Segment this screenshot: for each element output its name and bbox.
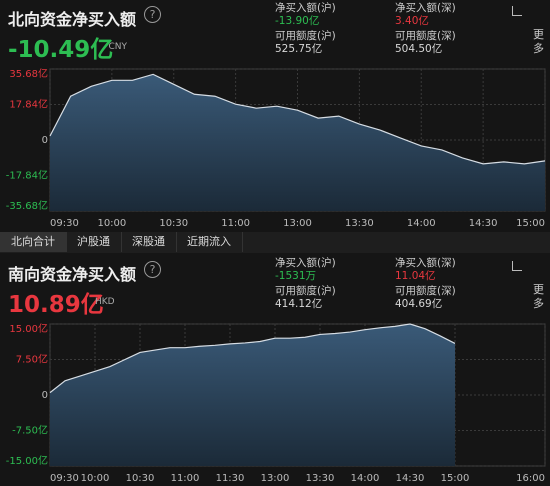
x-tick-label: 10:00 bbox=[81, 473, 110, 484]
panel-header: 北向资金净买入额? -10.49亿 CNY 净买入额(沪) -13.90亿 净买入额(深)… bbox=[0, 0, 550, 63]
net-value: 10.89亿 bbox=[8, 292, 104, 318]
x-tick-label: 15:00 bbox=[516, 218, 545, 229]
x-tick-label: 14:30 bbox=[396, 473, 425, 484]
panel-header: 南向资金净买入额? 10.89亿 HKD 净买入额(沪) -1531万 净买入额(深) 11… bbox=[0, 255, 550, 318]
y-tick-label: 0 bbox=[42, 135, 48, 146]
more-button[interactable]: 更多 bbox=[533, 283, 544, 310]
y-tick-label: -7.50亿 bbox=[12, 424, 48, 437]
x-tick-label: 16:00 bbox=[516, 473, 545, 484]
stat-value: 404.69亿 bbox=[395, 298, 443, 310]
stat-label: 可用额度(沪) bbox=[275, 30, 336, 42]
tab[interactable]: 深股通 bbox=[121, 232, 177, 252]
stat-value: 11.04亿 bbox=[395, 270, 436, 282]
x-tick-label: 10:00 bbox=[97, 218, 126, 229]
stat-label: 可用额度(深) bbox=[395, 285, 456, 297]
x-tick-label: 11:30 bbox=[216, 473, 245, 484]
stat-label: 可用额度(沪) bbox=[275, 285, 336, 297]
stat-label: 净买入额(深) bbox=[395, 2, 456, 14]
x-tick-label: 14:00 bbox=[351, 473, 380, 484]
stat-value: 504.50亿 bbox=[395, 43, 443, 55]
more-button[interactable]: 更多 bbox=[533, 28, 544, 55]
tab-bar: 北向合计 沪股通 深股通 近期流入 bbox=[0, 232, 550, 253]
area bbox=[50, 324, 455, 466]
y-tick-label: -35.68亿 bbox=[6, 199, 48, 212]
tab[interactable]: 北向合计 bbox=[0, 232, 67, 252]
x-tick-label: 14:30 bbox=[469, 218, 498, 229]
tab[interactable]: 近期流入 bbox=[176, 232, 243, 252]
line bbox=[49, 73, 546, 165]
stat-value: 525.75亿 bbox=[275, 43, 323, 55]
stat-value: 3.40亿 bbox=[395, 15, 429, 27]
stat-value: 414.12亿 bbox=[275, 298, 323, 310]
collapse-icon[interactable] bbox=[512, 261, 522, 271]
line bbox=[49, 323, 456, 394]
info-icon: ? bbox=[144, 6, 161, 23]
stat-label: 净买入额(沪) bbox=[275, 2, 336, 14]
x-tick-label: 10:30 bbox=[126, 473, 155, 484]
y-tick-label: 0 bbox=[42, 390, 48, 401]
area bbox=[50, 74, 545, 211]
y-tick-label: -17.84亿 bbox=[6, 169, 48, 182]
x-tick-label: 09:30 bbox=[50, 218, 79, 229]
x-tick-label: 10:30 bbox=[159, 218, 188, 229]
stat-label: 净买入额(深) bbox=[395, 257, 456, 269]
currency: HKD bbox=[95, 297, 115, 307]
x-tick-label: 09:30 bbox=[50, 473, 79, 484]
tab[interactable]: 沪股通 bbox=[66, 232, 122, 252]
x-tick-label: 13:30 bbox=[345, 218, 374, 229]
y-tick-label: -15.00亿 bbox=[6, 454, 48, 467]
y-tick-label: 35.68亿 bbox=[9, 67, 48, 80]
x-tick-label: 13:00 bbox=[283, 218, 312, 229]
net-value: -10.49亿 bbox=[8, 37, 114, 63]
x-tick-label: 13:30 bbox=[306, 473, 335, 484]
stat-label: 可用额度(深) bbox=[395, 30, 456, 42]
x-tick-label: 11:00 bbox=[221, 218, 250, 229]
x-tick-label: 13:00 bbox=[261, 473, 290, 484]
stat-value: -13.90亿 bbox=[275, 15, 320, 27]
currency: CNY bbox=[108, 42, 128, 52]
y-tick-label: 17.84亿 bbox=[9, 98, 48, 111]
info-icon: ? bbox=[144, 261, 161, 278]
y-tick-label: 15.00亿 bbox=[9, 322, 48, 335]
stat-value: -1531万 bbox=[275, 270, 317, 282]
x-tick-label: 14:00 bbox=[407, 218, 436, 229]
stat-label: 净买入额(沪) bbox=[275, 257, 336, 269]
panel-title: 北向资金净买入额 bbox=[8, 10, 137, 29]
panel-title: 南向资金净买入额 bbox=[8, 265, 137, 284]
y-tick-label: 7.50亿 bbox=[16, 353, 48, 366]
x-tick-label: 15:00 bbox=[441, 473, 470, 484]
collapse-icon[interactable] bbox=[512, 6, 522, 16]
x-tick-label: 11:00 bbox=[171, 473, 200, 484]
